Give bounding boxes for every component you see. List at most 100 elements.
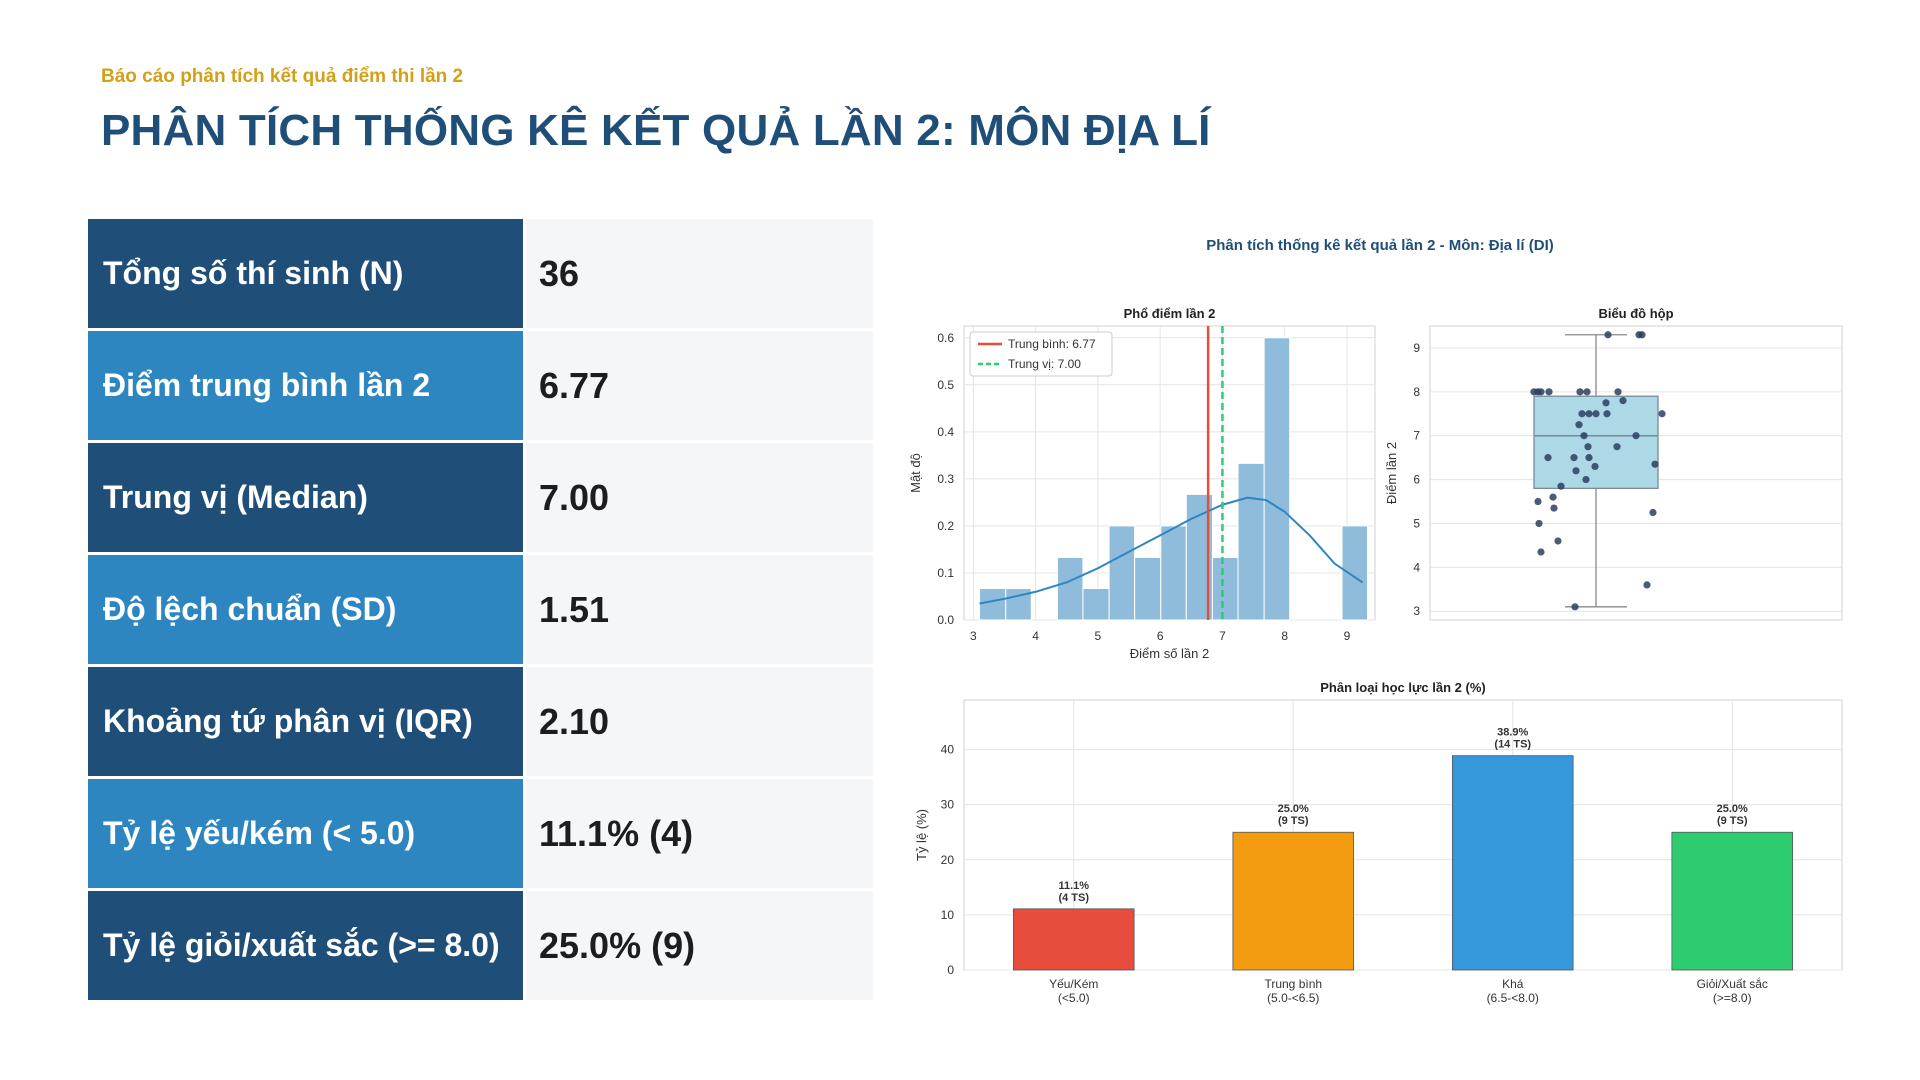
histogram-bar <box>1134 556 1162 621</box>
stat-row-median: Trung vị (Median) 7.00 <box>88 443 873 552</box>
histogram-x-label: Điểm số lần 2 <box>1130 646 1209 661</box>
boxplot-point <box>1638 331 1646 339</box>
boxplot-y-tick-label: 6 <box>1413 473 1420 487</box>
histogram-y-tick-label: 0.1 <box>937 566 954 580</box>
boxplot-point <box>1554 537 1562 545</box>
boxplot-point <box>1575 421 1583 429</box>
classification-bar <box>1671 831 1794 971</box>
classification-title: Phân loại học lực lần 2 (%) <box>1320 680 1485 695</box>
boxplot-point <box>1572 467 1580 475</box>
stat-value: 11.1% (4) <box>526 779 873 888</box>
histogram-x-tick-label: 4 <box>1032 629 1039 643</box>
classification-y-tick-label: 40 <box>941 743 955 757</box>
boxplot-point <box>1583 388 1591 396</box>
boxplot-point <box>1580 432 1588 440</box>
classification-data-label: 25.0% <box>1278 803 1309 815</box>
boxplot-point <box>1619 396 1627 405</box>
figure-title: Phân tích thống kê kết quả lần 2 - Môn: … <box>1206 237 1554 254</box>
boxplot-y-tick-label: 5 <box>1413 516 1420 530</box>
classification-bar <box>1012 908 1135 971</box>
boxplot-point <box>1570 454 1578 462</box>
stat-row-total: Tổng số thí sinh (N) 36 <box>88 219 873 328</box>
classification-x-tick-label: (6.5-<8.0) <box>1487 991 1539 1005</box>
boxplot-point <box>1582 475 1590 484</box>
histogram-x-tick-label: 8 <box>1281 629 1288 643</box>
classification-data-label: 38.9% <box>1497 727 1528 739</box>
boxplot-point <box>1632 432 1640 440</box>
stat-label: Độ lệch chuẩn (SD) <box>88 555 523 664</box>
histogram-y-tick-label: 0.4 <box>937 425 954 439</box>
boxplot-point <box>1545 388 1553 396</box>
histogram-bar <box>1237 462 1265 621</box>
report-subtitle: Báo cáo phân tích kết quả điểm thi lần 2 <box>101 66 464 87</box>
stat-row-excellent-rate: Tỷ lệ giỏi/xuất sắc (>= 8.0) 25.0% (9) <box>88 891 873 1000</box>
classification-x-tick-label: (<5.0) <box>1058 991 1090 1005</box>
boxplot-y-tick-label: 9 <box>1413 341 1420 355</box>
histogram-x-tick-label: 6 <box>1157 629 1164 643</box>
stat-label: Trung vị (Median) <box>88 443 523 552</box>
stat-row-iqr: Khoảng tứ phân vị (IQR) 2.10 <box>88 667 873 776</box>
boxplot-point <box>1537 388 1545 396</box>
boxplot-point <box>1591 462 1599 471</box>
stat-label: Tỷ lệ giỏi/xuất sắc (>= 8.0) <box>88 891 523 1000</box>
classification-y-tick-label: 0 <box>947 963 954 977</box>
classification-data-label: (4 TS) <box>1058 892 1089 904</box>
boxplot-point <box>1557 482 1565 490</box>
boxplot-point <box>1585 454 1593 462</box>
boxplot-point <box>1534 497 1542 506</box>
boxplot-point <box>1578 410 1586 418</box>
boxplot-point <box>1592 410 1600 418</box>
boxplot-point <box>1585 410 1593 418</box>
histogram-y-tick-label: 0.5 <box>937 378 954 392</box>
classification-data-label: 25.0% <box>1717 803 1748 815</box>
stat-value: 36 <box>526 219 873 328</box>
boxplot-point <box>1537 548 1545 556</box>
classification-bar <box>1232 831 1355 971</box>
histogram-y-tick-label: 0.0 <box>937 613 954 627</box>
boxplot-point <box>1658 410 1666 418</box>
chart-svg: Phân tích thống kê kết quả lần 2 - Môn: … <box>908 237 1843 1005</box>
classification-x-tick-label: (>=8.0) <box>1713 991 1752 1005</box>
stat-label: Tỷ lệ yếu/kém (< 5.0) <box>88 779 523 888</box>
boxplot-point <box>1544 454 1552 462</box>
classification-data-label: 11.1% <box>1058 880 1089 892</box>
boxplot-y-tick-label: 8 <box>1413 385 1420 399</box>
classification-y-tick-label: 20 <box>941 853 955 867</box>
stats-table: Tổng số thí sinh (N) 36 Điểm trung bình … <box>88 219 873 1003</box>
boxplot-point <box>1571 603 1579 611</box>
legend-mean-label: Trung bình: 6.77 <box>1008 337 1096 351</box>
boxplot-point <box>1643 581 1651 589</box>
boxplot-point <box>1576 388 1584 396</box>
classification-data-label: (14 TS) <box>1494 739 1531 751</box>
histogram-x-tick-label: 7 <box>1219 629 1226 643</box>
histogram-bar <box>1341 525 1369 621</box>
boxplot-point <box>1602 399 1610 407</box>
boxplot-point <box>1549 493 1557 501</box>
boxplot-y-tick-label: 3 <box>1413 604 1420 618</box>
boxplot-y-tick-label: 4 <box>1413 560 1420 574</box>
histogram-bar <box>1263 337 1291 621</box>
histogram-bar <box>1160 525 1187 621</box>
stat-row-sd: Độ lệch chuẩn (SD) 1.51 <box>88 555 873 664</box>
classification-bar <box>1451 755 1574 971</box>
classification-data-label: (9 TS) <box>1278 815 1309 827</box>
boxplot-point <box>1550 504 1558 512</box>
histogram-bar <box>1056 556 1084 621</box>
histogram-x-tick-label: 3 <box>970 629 977 643</box>
boxplot-point <box>1649 508 1657 517</box>
classification-x-tick-label: Khá <box>1502 977 1524 991</box>
stat-value: 2.10 <box>526 667 873 776</box>
histogram-title: Phổ điểm lần 2 <box>1124 306 1216 321</box>
classification-y-tick-label: 10 <box>941 908 955 922</box>
stat-label: Khoảng tứ phân vị (IQR) <box>88 667 523 776</box>
boxplot-point <box>1651 460 1659 468</box>
classification-data-label: (9 TS) <box>1717 815 1748 827</box>
classification-x-tick-label: Trung bình <box>1264 977 1322 991</box>
stat-row-mean: Điểm trung bình lần 2 6.77 <box>88 331 873 440</box>
boxplot-point <box>1535 519 1543 528</box>
classification-y-label: Tỷ lệ (%) <box>914 809 929 861</box>
histogram-y-tick-label: 0.3 <box>937 472 954 486</box>
histogram-bar <box>1211 556 1239 621</box>
boxplot-y-tick-label: 7 <box>1413 429 1420 443</box>
boxplot-box <box>1533 395 1659 490</box>
